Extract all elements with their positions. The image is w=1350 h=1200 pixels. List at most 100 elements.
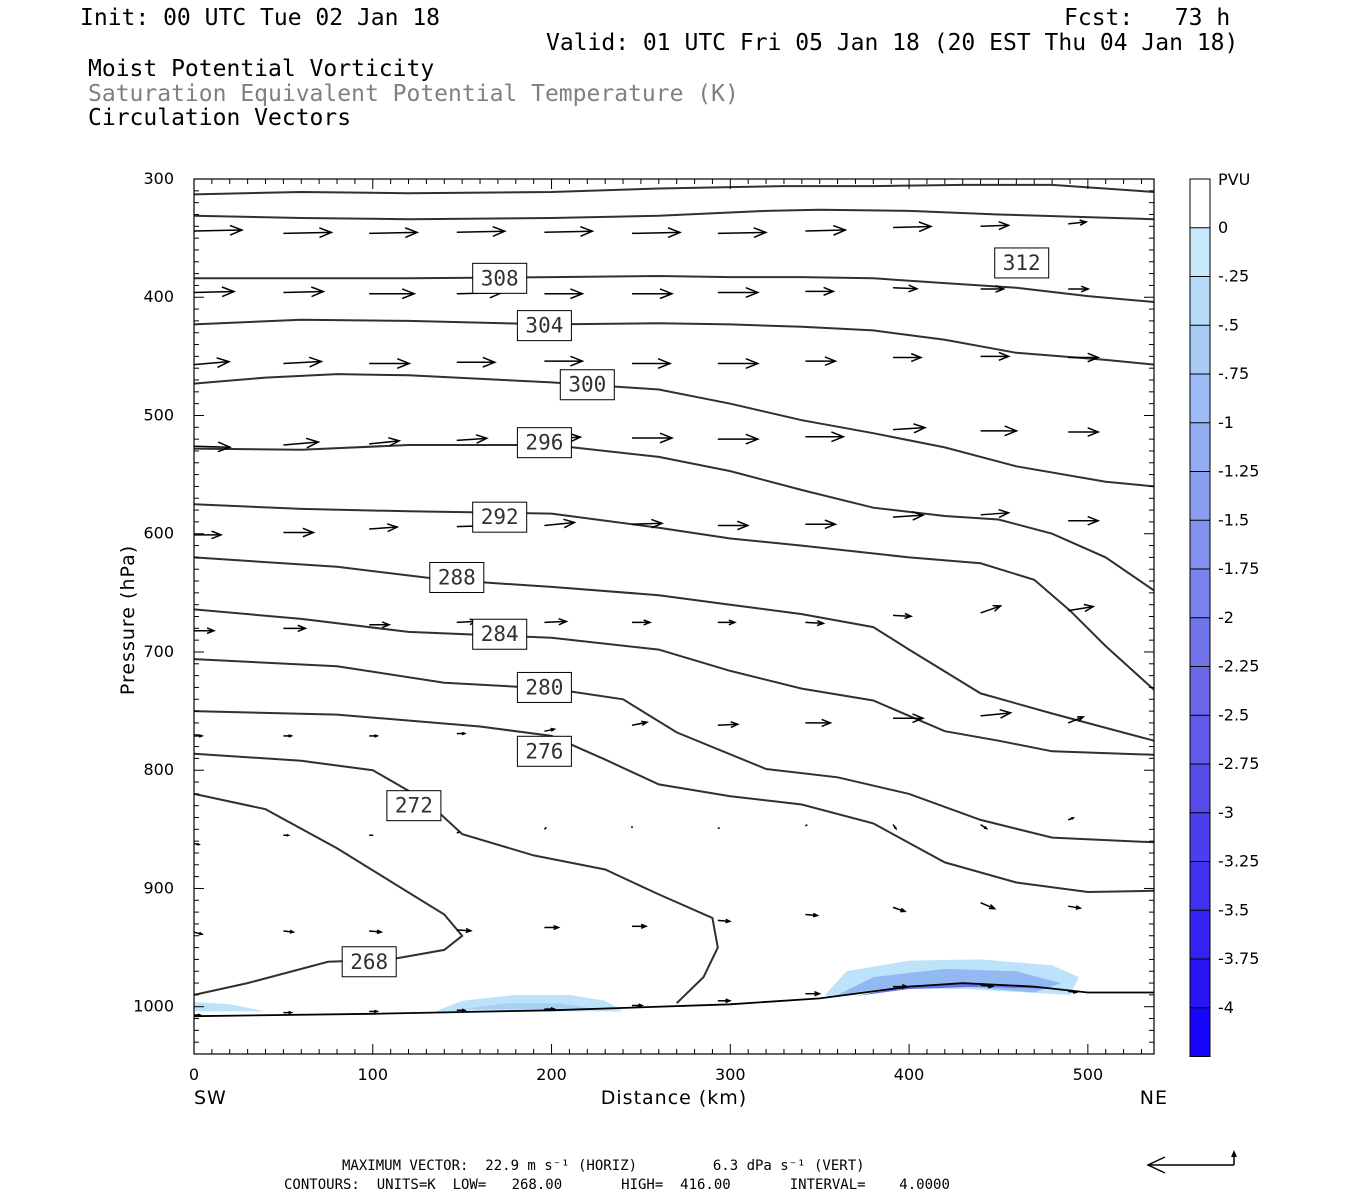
colorbar-label: -1: [1218, 413, 1234, 432]
circulation-vector: [980, 901, 997, 910]
colorbar-swatch: [1190, 569, 1210, 618]
circulation-vector: [1068, 990, 1079, 994]
circulation-vector: [369, 523, 400, 533]
circulation-vector: [1068, 285, 1091, 293]
circulation-vector: [283, 286, 326, 298]
circulation-vector: [805, 356, 838, 366]
circulation-vector: [193, 286, 237, 298]
axis-layer: 300 400 500 600 700 800 900 1000 0 100 200 300 400 50…: [133, 169, 1154, 1084]
circulation-vector: [544, 225, 595, 237]
circulation-vector: [193, 931, 204, 936]
contour-label: 308: [472, 262, 528, 294]
circulation-vector: [369, 734, 380, 738]
circulation-vector: [631, 357, 673, 369]
circulation-vector: [283, 437, 321, 449]
circulation-vector: [717, 357, 760, 369]
colorbar-swatch: [1190, 276, 1210, 326]
circulation-vector: [892, 423, 928, 434]
contour-label: 272: [386, 790, 442, 822]
contour-label: 292: [472, 501, 528, 533]
circulation-vector: [1067, 716, 1086, 724]
circulation-vector: [194, 530, 224, 540]
pv-shading-layer: [194, 959, 1079, 1012]
circulation-vector: [717, 998, 732, 1004]
colorbar-swatch: [1190, 422, 1210, 472]
circulation-vector: [980, 221, 1011, 231]
x-tick-label: 0: [189, 1065, 199, 1084]
circulation-vector: [283, 833, 291, 837]
circulation-vector: [717, 287, 760, 299]
theta-es-contour: [193, 373, 1155, 488]
circulation-vector: [1068, 427, 1101, 437]
circulation-vector: [631, 432, 675, 444]
circulation-vector: [1068, 352, 1101, 363]
circulation-vector: [631, 518, 665, 529]
circulation-vector: [194, 734, 205, 738]
colorbar-label: -1.75: [1218, 559, 1259, 578]
circulation-vector: [805, 224, 848, 236]
circulation-vector: [369, 436, 402, 447]
circulation-vector: [1068, 515, 1101, 526]
contour-label: 300: [559, 369, 615, 401]
y-tick-label: 800: [143, 760, 174, 779]
circulation-vector: [369, 929, 384, 935]
circulation-vector: [283, 624, 308, 633]
contour-label: 296: [516, 427, 572, 459]
circulation-vector: [193, 842, 201, 846]
circulation-vector: [283, 929, 296, 934]
theta-es-contour: [193, 658, 1155, 844]
circulation-vector: [456, 731, 467, 736]
y-tick-label: 400: [143, 287, 174, 306]
colorbar-label: 0: [1218, 218, 1228, 237]
colorbar-swatch: [1190, 1007, 1210, 1057]
contour-label-text: 284: [481, 622, 519, 646]
colorbar-label: -2.5: [1218, 705, 1249, 724]
circulation-vector: [631, 619, 653, 626]
colorbar-label: -.5: [1218, 315, 1239, 334]
circulation-vector: [193, 224, 245, 236]
circulation-vector: [283, 1010, 294, 1015]
colorbar-label: -2.75: [1218, 754, 1259, 773]
x-tick-label: 400: [894, 1065, 925, 1084]
colorbar-swatch: [1190, 764, 1210, 813]
circulation-vector: [544, 1006, 557, 1012]
y-tick-label: 300: [143, 169, 174, 188]
circulation-vector: [283, 734, 294, 738]
colorbar-swatch: [1190, 910, 1210, 959]
circulation-vector: [892, 221, 934, 233]
circulation-vector: [456, 927, 473, 934]
circulation-vector: [456, 434, 489, 444]
circulation-vector: [194, 627, 217, 635]
contour-label-text: 296: [525, 431, 563, 455]
circulation-vector: [980, 983, 995, 989]
x-tick-label: 500: [1073, 1065, 1104, 1084]
circulation-vector: [805, 431, 846, 443]
colorbar-swatch: [1190, 325, 1210, 374]
vector-layer: [193, 219, 1101, 1017]
circulation-vector: [717, 433, 760, 445]
contour-label: 288: [429, 561, 485, 593]
circulation-vector: [892, 824, 898, 831]
contour-label-text: 288: [438, 565, 476, 589]
circulation-vector: [544, 617, 569, 626]
colorbar-swatch: [1190, 471, 1210, 521]
theta-es-contour: [193, 208, 1155, 221]
contour-label: 268: [341, 946, 397, 978]
x-end-label-left: SW: [194, 1087, 227, 1109]
circulation-vector: [717, 227, 768, 239]
circulation-vector: [1068, 905, 1083, 910]
y-tick-label: 900: [143, 878, 174, 897]
circulation-vector: [717, 520, 750, 531]
circulation-vector: [543, 826, 547, 830]
circulation-vector: [980, 285, 1006, 293]
colorbar-swatch: [1190, 617, 1210, 667]
valid-time: Valid: 01 UTC Fri 05 Jan 18 (20 EST Thu …: [546, 30, 1239, 56]
contour-layer: [193, 183, 1155, 1004]
theta-es-contour: [193, 710, 1155, 894]
forecast-hour: Fcst: 73 h: [1064, 5, 1231, 31]
theta-es-contour: [193, 444, 1155, 592]
theta-es-contour: [193, 608, 1155, 756]
circulation-vector: [717, 918, 732, 924]
